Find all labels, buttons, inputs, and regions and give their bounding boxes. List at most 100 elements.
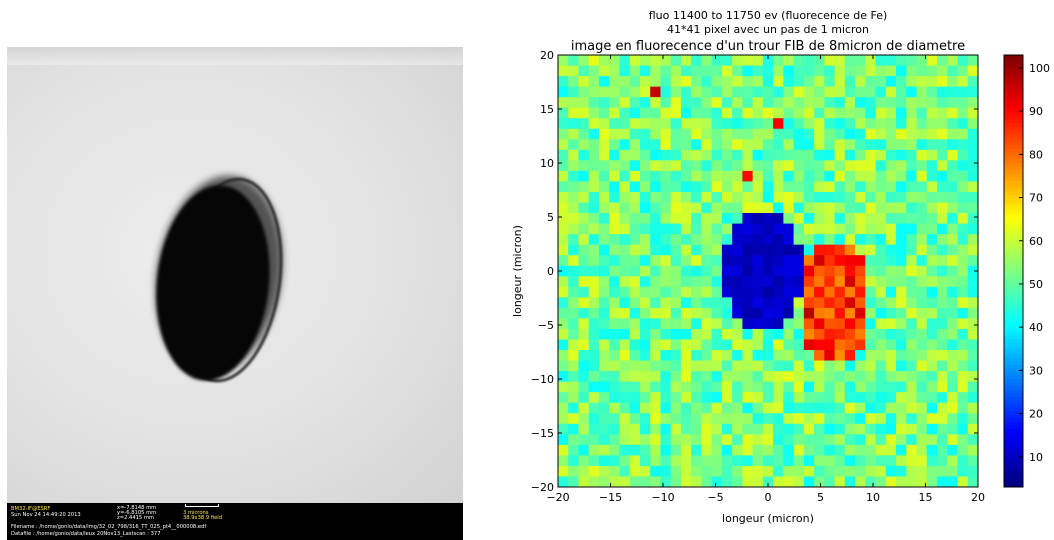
- heatmap-cell: [875, 213, 887, 224]
- heatmap-cell: [906, 360, 917, 372]
- heatmap-cell: [875, 139, 887, 151]
- heatmap-cell: [609, 402, 620, 414]
- heatmap-cell: [598, 318, 610, 330]
- heatmap-cell: [588, 255, 600, 267]
- heatmap-cell: [937, 476, 948, 488]
- heatmap-cell: [844, 234, 856, 246]
- heatmap-cell: [803, 360, 815, 372]
- heatmap-cell: [752, 402, 764, 414]
- heatmap-cell: [742, 444, 754, 456]
- heatmap-cell: [947, 213, 958, 224]
- y-tick-label: 10: [540, 157, 554, 170]
- heatmap-cell: [865, 234, 876, 246]
- heatmap-cell: [732, 181, 743, 193]
- heatmap-cell: [619, 97, 631, 109]
- heatmap-cell: [793, 97, 805, 109]
- heatmap-cell: [691, 328, 702, 340]
- heatmap-cell: [660, 223, 672, 235]
- colorbar-segment: [1004, 461, 1023, 466]
- heatmap-cell: [824, 476, 835, 488]
- heatmap-cell: [896, 255, 907, 267]
- heatmap-cell: [875, 423, 887, 435]
- heatmap-cell: [680, 97, 692, 109]
- heatmap-cell: [691, 286, 702, 298]
- heatmap-cell: [578, 392, 590, 404]
- heatmap-cell: [650, 244, 661, 256]
- heatmap-cell: [773, 97, 784, 109]
- heatmap-cell: [885, 423, 897, 435]
- heatmap-cell: [957, 139, 969, 151]
- heatmap-cell: [639, 139, 651, 151]
- heatmap-cell: [773, 328, 784, 340]
- heatmap-cell: [742, 139, 754, 151]
- colorbar-tick-label: 70: [1029, 192, 1043, 205]
- heatmap-cell: [926, 455, 938, 467]
- heatmap-cell: [732, 139, 743, 151]
- colorbar-segment: [1004, 195, 1023, 200]
- heatmap-cell: [588, 65, 600, 77]
- colorbar-segment: [1004, 148, 1023, 153]
- heatmap-cell: [824, 318, 835, 330]
- heatmap-cell: [701, 107, 713, 119]
- heatmap-cell: [588, 76, 600, 88]
- heatmap-cell: [598, 86, 610, 98]
- colorbar-segment: [1004, 173, 1023, 178]
- heatmap-cell: [926, 465, 938, 477]
- heatmap-cell: [701, 181, 713, 193]
- colorbar-segment: [1004, 382, 1023, 387]
- heatmap-cell: [701, 444, 713, 456]
- heatmap-cell: [967, 265, 979, 277]
- heatmap-cell: [711, 371, 723, 383]
- heatmap-cell: [558, 444, 569, 456]
- heatmap-cell: [568, 223, 579, 235]
- heatmap-cell: [865, 160, 876, 172]
- heatmap-cell: [937, 444, 948, 456]
- colorbar-segment: [1004, 181, 1023, 186]
- heatmap-cell: [793, 276, 805, 288]
- heatmap-cell: [783, 276, 795, 288]
- heatmap-cell: [711, 328, 723, 340]
- heatmap-cell: [558, 128, 569, 140]
- heatmap-cell: [752, 160, 764, 172]
- heatmap-cell: [639, 97, 651, 109]
- heatmap-cell: [916, 360, 928, 372]
- heatmap-cell: [670, 328, 682, 340]
- heatmap-cell: [896, 286, 907, 298]
- heatmap-cell: [773, 160, 784, 172]
- heatmap-cell: [711, 191, 723, 203]
- heatmap-cell: [578, 55, 590, 66]
- heatmap-cell: [639, 350, 651, 361]
- heatmap-cell: [588, 392, 600, 404]
- heatmap-cell: [865, 339, 876, 351]
- heatmap-cell: [957, 318, 969, 330]
- heatmap-cell: [926, 128, 938, 140]
- heatmap-cell: [762, 465, 774, 477]
- heatmap-cell: [855, 286, 866, 298]
- heatmap-cell: [588, 160, 600, 172]
- heatmap-cell: [957, 423, 969, 435]
- heatmap-cell: [916, 476, 928, 488]
- heatmap-cell: [885, 371, 897, 383]
- heatmap-cell: [803, 86, 815, 98]
- heatmap-cell: [896, 139, 907, 151]
- heatmap-cell: [793, 434, 805, 446]
- heatmap-cell: [926, 255, 938, 267]
- heatmap-cell: [906, 286, 917, 298]
- heatmap-cell: [896, 118, 907, 130]
- heatmap-cell: [783, 465, 795, 477]
- heatmap-cell: [732, 318, 743, 330]
- heatmap-cell: [762, 244, 774, 256]
- heatmap-cell: [629, 170, 641, 182]
- heatmap-cell: [588, 434, 600, 446]
- heatmap-cell: [578, 255, 590, 267]
- heatmap-cell: [711, 413, 723, 425]
- heatmap-cell: [783, 328, 795, 340]
- colorbar-segment: [1004, 339, 1023, 344]
- heatmap-cell: [609, 276, 620, 288]
- heatmap-cell: [680, 181, 692, 193]
- heatmap-cell: [916, 97, 928, 109]
- heatmap-cell: [793, 413, 805, 425]
- heatmap-cell: [732, 402, 743, 414]
- heatmap-cell: [680, 160, 692, 172]
- heatmap-cell: [711, 318, 723, 330]
